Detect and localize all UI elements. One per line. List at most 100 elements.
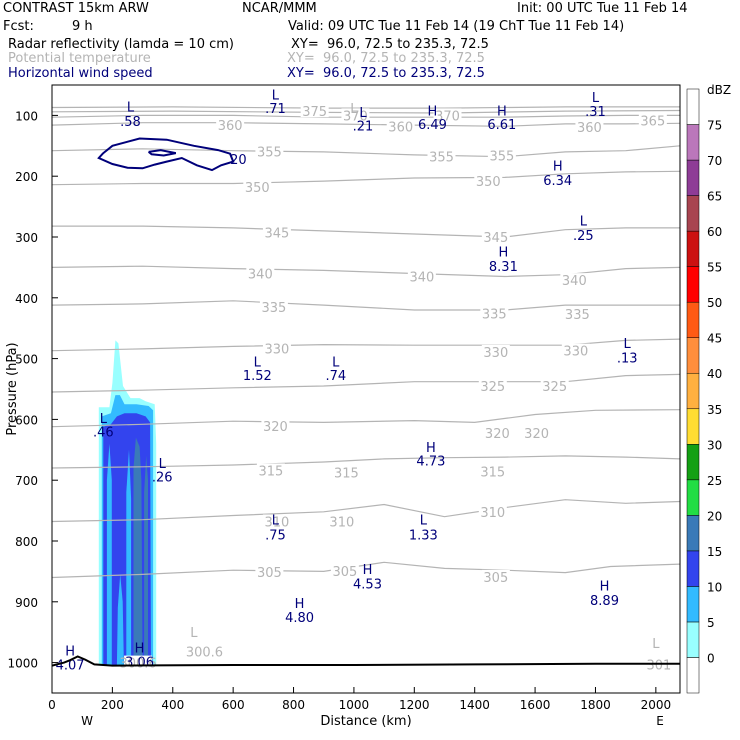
theta-label-bg <box>341 108 370 122</box>
theta-contour-355 <box>52 145 680 158</box>
field-wind-name: Horizontal wind speed <box>8 66 153 81</box>
theta-label: 335 <box>565 308 590 323</box>
theta-label-bg <box>481 344 510 358</box>
theta-label-bg <box>480 306 509 320</box>
reflectivity-area-20dbz <box>144 455 148 666</box>
wind-extreme-value: 4.73 <box>416 455 445 470</box>
theta-contour-375 <box>52 106 680 109</box>
wind-extreme-value: 1.33 <box>409 528 438 543</box>
wind-extreme-value: .75 <box>265 528 286 543</box>
field-theta-name: Potential temperature <box>8 51 151 66</box>
colorbar-label: 35 <box>707 403 722 417</box>
x-tick-label: 1000 <box>339 698 370 712</box>
colorbar-swatch <box>686 550 700 587</box>
y-tick-label: 100 <box>15 109 38 123</box>
wind-extreme-mark: H <box>363 563 373 578</box>
x-tick-label: 1800 <box>580 698 611 712</box>
colorbar-label: 5 <box>707 616 715 630</box>
colorbar: 0 5 10 15 20 25 30 35 40 45 50 55 60 65 70 75 dBZ <box>686 83 731 694</box>
colorbar-swatch <box>686 301 700 338</box>
theta-label: 300.6 <box>119 657 156 672</box>
terrain-line <box>52 655 680 667</box>
x-tick-label: 200 <box>101 698 124 712</box>
wind-extreme-value: 1.52 <box>243 369 272 384</box>
theta-label: 330 <box>265 342 290 357</box>
y-tick-label: 200 <box>15 170 38 184</box>
wind-extreme-mark: L <box>624 337 632 352</box>
field-reflectivity-xy: XY= 96.0, 72.5 to 235.3, 72.5 <box>291 37 489 52</box>
wind-contour-label: 20 <box>230 153 247 168</box>
colorbar-label: 0 <box>707 651 715 665</box>
theta-label: 375 <box>302 105 327 120</box>
theta-label-bg <box>261 419 290 433</box>
theta-label-bg <box>243 180 272 194</box>
colorbar-swatch <box>686 479 700 516</box>
theta-contour-305 <box>52 561 680 579</box>
theta-label-bg <box>255 144 284 158</box>
wind-extreme-mark: H <box>498 246 508 261</box>
wind-contour-20-inner <box>147 149 176 157</box>
wind-extreme-value: .74 <box>325 369 346 384</box>
theta-label: 305 <box>257 566 282 581</box>
x-tick-label: 800 <box>282 698 305 712</box>
wind-extreme-value: .26 <box>152 471 173 486</box>
y-axis-label: Pressure (hPa) <box>5 342 20 435</box>
theta-label: 305 <box>483 571 508 586</box>
field-theta-xy: XY= 96.0, 72.5 to 235.3, 72.5 <box>287 51 485 66</box>
theta-label: 355 <box>489 150 514 165</box>
wind-extreme-value: .58 <box>120 115 141 130</box>
center-title: NCAR/MMM <box>242 1 317 16</box>
theta-label-bg <box>561 343 590 357</box>
wind-extreme-value: 6.34 <box>543 174 572 189</box>
colorbar-swatch <box>686 586 700 623</box>
wind-extreme-mark: H <box>135 641 145 656</box>
reflectivity-area-10dbz <box>106 443 112 666</box>
wind-extreme-mark: L <box>272 89 280 104</box>
theta-label-bg <box>483 425 512 439</box>
theta-label: 310 <box>480 506 505 521</box>
theta-label-bg <box>540 378 569 392</box>
theta-label: 340 <box>562 274 587 289</box>
theta-label: 350 <box>476 175 501 190</box>
wind-extreme-mark: H <box>600 579 610 594</box>
wind-extreme-value: 6.49 <box>418 118 447 133</box>
wind-extreme-value: 3.06 <box>125 655 154 670</box>
west-label: W <box>81 714 93 728</box>
theta-label: 305 <box>332 565 357 580</box>
init-time: Init: 00 UTC Tue 11 Feb 14 <box>517 1 688 16</box>
theta-label-bg <box>560 273 589 287</box>
wind-extreme-mark: L <box>580 215 588 230</box>
theta-label-bg <box>478 464 507 478</box>
wind-extreme-mark: H <box>428 105 438 120</box>
theta-contour-350 <box>52 170 680 186</box>
fcst-value: 9 h <box>72 19 93 34</box>
theta-label-bg <box>575 119 604 133</box>
x-tick-label: 2000 <box>641 698 672 712</box>
theta-label: 320 <box>524 427 549 442</box>
wind-extreme-mark: H <box>497 105 507 120</box>
wind-extreme-mark: H <box>65 644 75 659</box>
y-tick-label: 400 <box>15 292 38 306</box>
wind-extreme-mark: L <box>159 457 167 472</box>
theta-label: 360 <box>577 121 602 136</box>
y-tick-label: 600 <box>15 413 38 427</box>
wind-contour-20 <box>97 137 235 172</box>
theta-label: 315 <box>334 466 359 481</box>
y-tick-label: 800 <box>15 535 38 549</box>
theta-label-bg <box>481 230 510 243</box>
theta-contour-325 <box>52 373 680 393</box>
colorbar-label: 75 <box>707 119 722 133</box>
theta-label-bg <box>216 118 245 132</box>
theta-label: 355 <box>257 145 282 160</box>
colorbar-label: 30 <box>707 438 722 452</box>
wind-extreme-value: .25 <box>573 229 594 244</box>
colorbar-swatch <box>686 515 700 552</box>
reflectivity-area-20dbz <box>133 437 143 666</box>
wind-extreme-value: 8.89 <box>590 594 619 609</box>
theta-label-bg <box>474 174 503 188</box>
colorbar-label: 25 <box>707 474 722 488</box>
theta-label: 360 <box>388 120 413 135</box>
colorbar-label: 40 <box>707 367 722 381</box>
theta-label: 335 <box>261 301 286 316</box>
